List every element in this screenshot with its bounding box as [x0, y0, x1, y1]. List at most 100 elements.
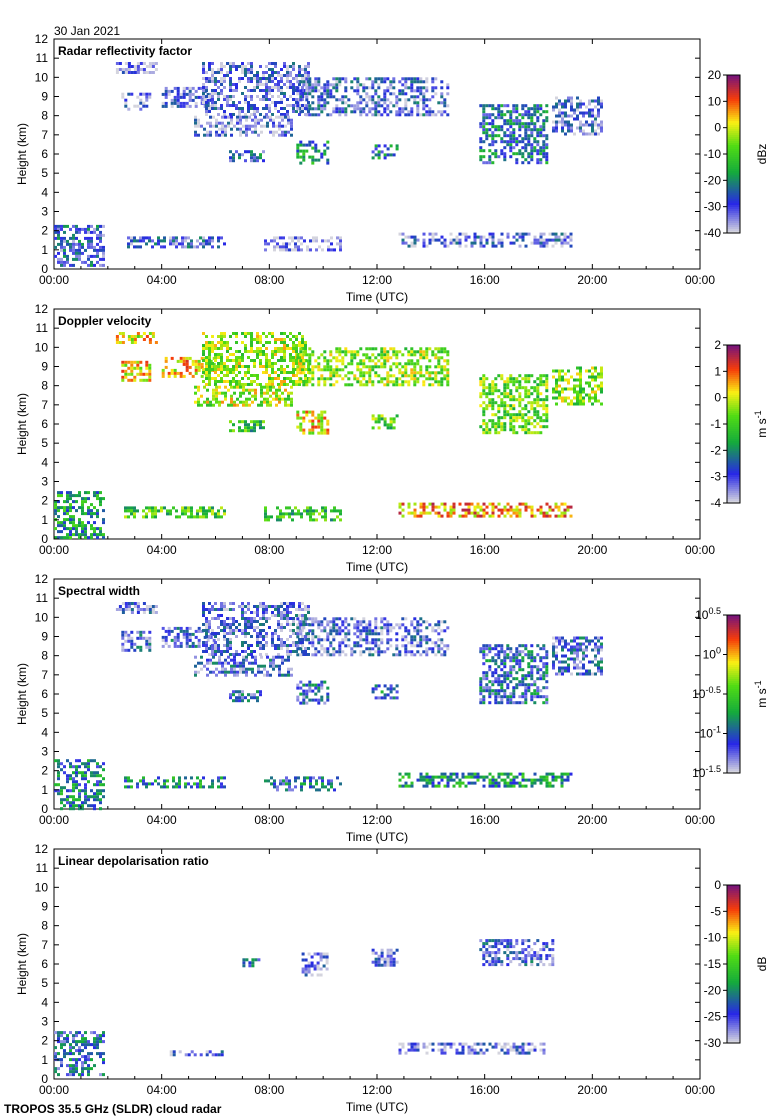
data-cell [247, 80, 250, 83]
data-cell [527, 128, 531, 132]
data-cell [232, 608, 235, 611]
data-cell [579, 390, 582, 394]
data-cell [305, 143, 309, 147]
data-cell [245, 124, 248, 128]
data-cell [133, 245, 136, 249]
data-cell [283, 356, 286, 359]
data-cell [145, 363, 149, 367]
data-cell [350, 371, 354, 375]
data-cell [272, 385, 275, 389]
data-cell [344, 80, 348, 84]
data-cell [413, 89, 417, 93]
colorbar-step [727, 153, 740, 156]
data-cell [284, 133, 287, 137]
data-cell [121, 335, 125, 338]
data-cell [271, 365, 274, 368]
data-cell [211, 80, 214, 83]
data-cell [72, 233, 75, 237]
colorbar-step [727, 231, 740, 234]
data-cell [164, 104, 168, 108]
data-cell [185, 359, 189, 363]
data-cell [223, 644, 226, 647]
data-cell [130, 378, 134, 382]
data-cell [54, 789, 57, 793]
data-cell [407, 502, 411, 506]
data-cell [536, 110, 540, 114]
data-cell [594, 393, 597, 397]
data-cell [321, 248, 324, 252]
data-cell [175, 242, 178, 246]
data-cell [404, 380, 408, 384]
data-cell [93, 248, 96, 252]
colorbar-step [727, 369, 740, 372]
data-cell [353, 77, 357, 81]
data-cell [380, 353, 384, 357]
data-cell [90, 242, 93, 246]
data-cell [238, 156, 241, 160]
data-cell [72, 527, 75, 531]
data-cell [60, 768, 63, 772]
data-cell [208, 371, 211, 374]
data-cell [392, 104, 396, 108]
data-cell [292, 356, 295, 359]
data-cell [530, 152, 534, 156]
data-cell [241, 92, 244, 95]
data-cell [285, 248, 288, 252]
data-cell [256, 635, 259, 638]
data-cell [315, 248, 318, 252]
data-cell [286, 371, 289, 374]
data-cell [600, 99, 603, 103]
data-cell [127, 242, 130, 246]
data-cell [288, 242, 291, 246]
data-cell [301, 89, 304, 92]
data-cell [588, 99, 591, 103]
data-cell [558, 369, 561, 373]
data-cell [518, 398, 522, 402]
data-cell [327, 239, 330, 243]
data-cell [449, 238, 453, 242]
data-cell [479, 155, 483, 159]
data-cell [206, 629, 210, 633]
data-cell [437, 238, 441, 242]
data-cell [329, 374, 333, 378]
data-cell [256, 83, 259, 86]
data-cell [87, 239, 90, 243]
data-cell [380, 417, 384, 421]
data-cell [315, 518, 318, 522]
data-cell [81, 774, 84, 778]
data-cell [283, 617, 286, 620]
colorbar-step [727, 469, 740, 472]
data-cell [482, 244, 486, 248]
data-cell [506, 232, 510, 236]
data-cell [280, 92, 283, 95]
data-cell [539, 425, 543, 429]
data-cell [269, 394, 272, 398]
data-cell [66, 260, 69, 264]
data-cell [96, 242, 99, 246]
data-cell [314, 359, 318, 363]
data-cell [66, 780, 69, 784]
data-cell [214, 602, 217, 605]
data-cell [254, 115, 257, 119]
data-cell [262, 614, 265, 617]
data-cell [317, 620, 321, 624]
data-cell [306, 248, 309, 252]
data-cell [238, 113, 241, 116]
data-cell [555, 381, 558, 385]
colorbar-step [727, 165, 740, 168]
data-cell [235, 65, 238, 68]
data-cell [301, 614, 304, 617]
data-cell [533, 514, 537, 518]
data-cell [323, 383, 327, 387]
data-cell [191, 632, 195, 636]
data-cell [142, 338, 146, 341]
data-cell [244, 635, 247, 638]
data-cell [270, 239, 273, 243]
data-cell [594, 132, 597, 136]
data-cell [238, 605, 241, 608]
data-cell [371, 150, 375, 154]
data-cell [288, 248, 291, 252]
data-cell [284, 124, 287, 128]
data-cell [99, 230, 102, 234]
data-cell [527, 419, 531, 423]
